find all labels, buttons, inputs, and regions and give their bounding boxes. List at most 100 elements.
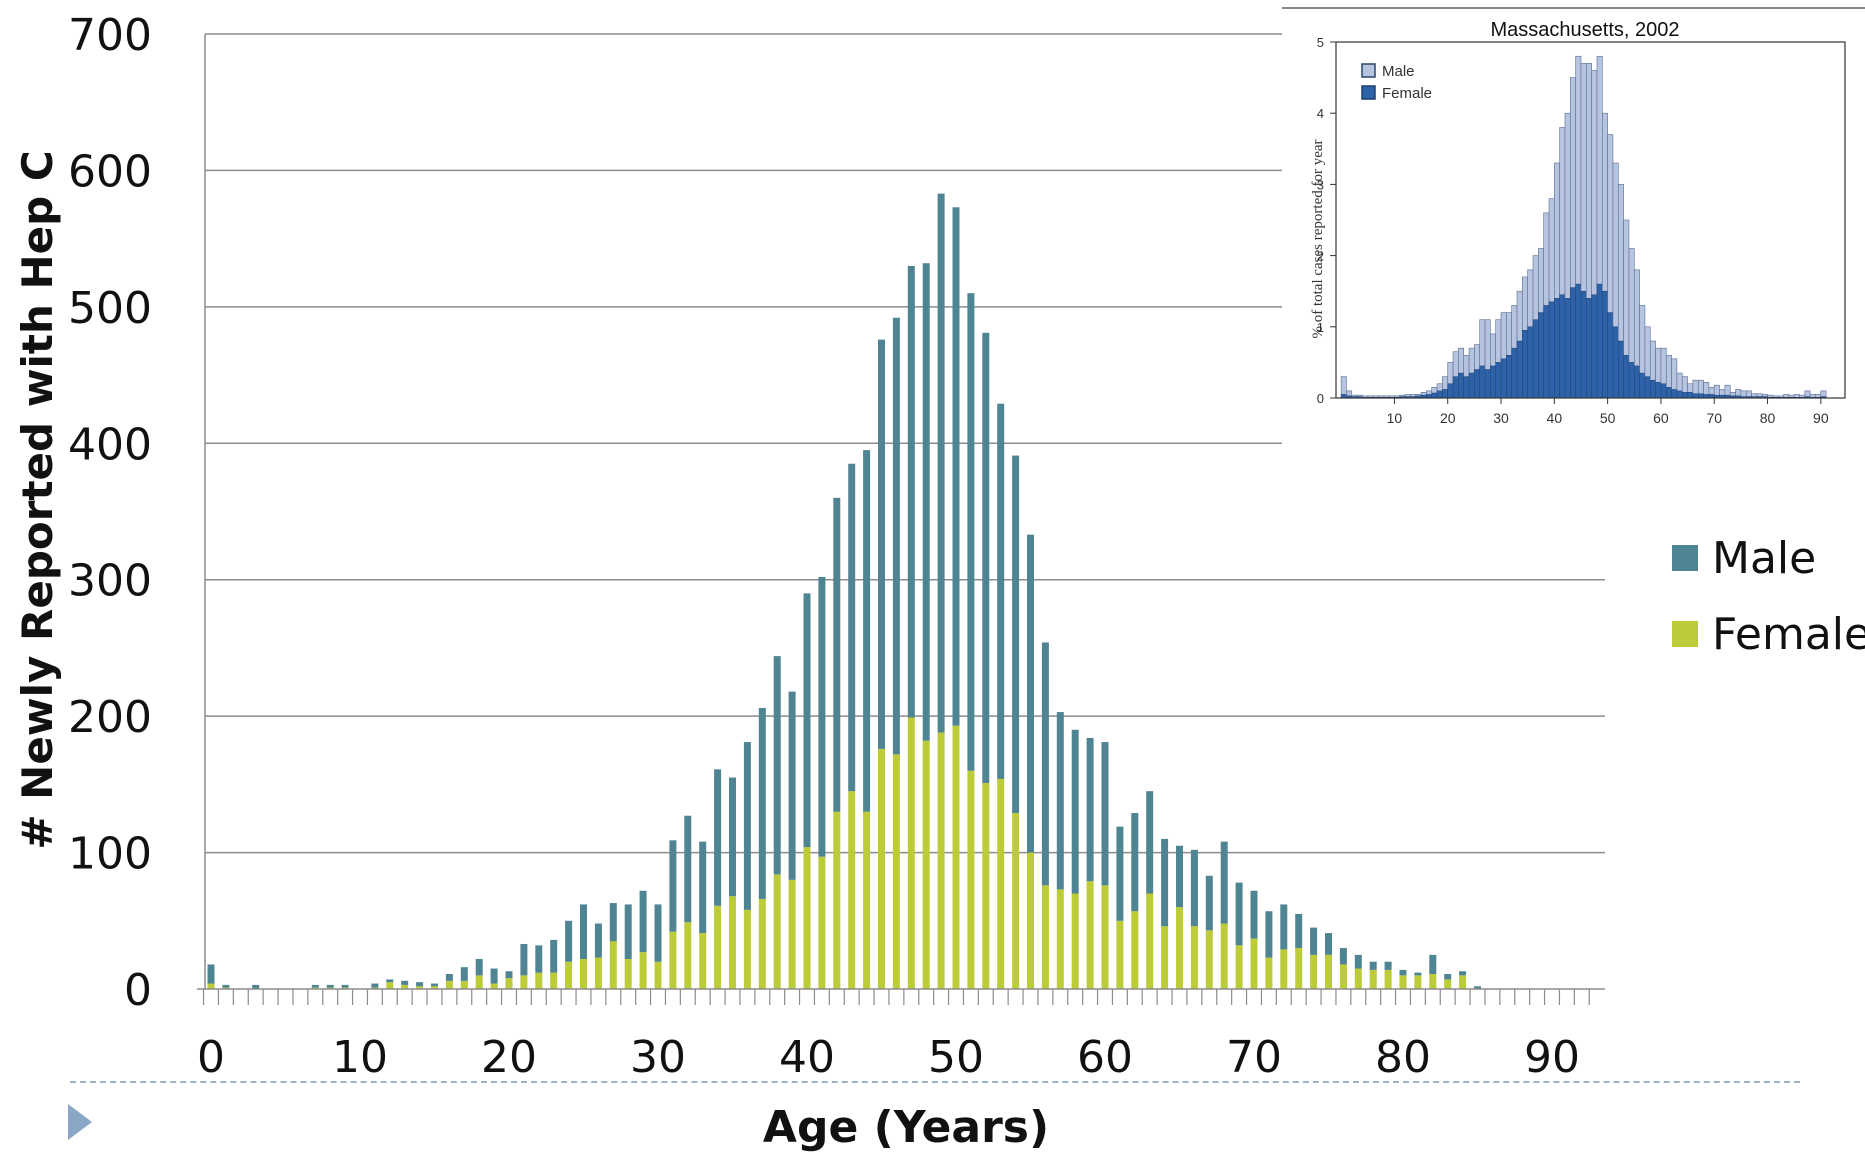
main-bars (207, 193, 1481, 989)
inset-bar-female-age-22 (1452, 376, 1459, 399)
bar-male-age-41 (818, 576, 826, 857)
inset-bar-female-age-33 (1511, 347, 1518, 399)
inset-legend-swatch-female (1361, 85, 1376, 100)
inset-x-tick-label: 10 (1387, 410, 1403, 426)
bar-male-age-26 (594, 923, 602, 958)
bar-male-age-22 (535, 945, 543, 973)
main-y-axis-title: # Newly Reported with Hep C (13, 150, 62, 849)
bar-male-age-66 (1190, 849, 1198, 927)
bar-male-age-63 (1146, 791, 1154, 894)
bar-female-age-28 (624, 958, 632, 989)
bar-male-age-21 (520, 943, 528, 976)
inset-bar-female-age-67 (1692, 393, 1699, 399)
bar-male-age-59 (1086, 737, 1094, 882)
inset-bar-female-age-43 (1564, 298, 1571, 399)
bar-male-age-44 (863, 450, 871, 812)
bar-female-age-71 (1265, 957, 1273, 989)
inset-bar-female-age-66 (1687, 392, 1694, 399)
bar-male-age-25 (580, 904, 587, 959)
bar-female-age-13 (401, 984, 409, 989)
bar-female-age-48 (922, 740, 930, 989)
inset-bar-female-age-38 (1538, 312, 1544, 399)
bar-male-age-80 (1399, 969, 1407, 976)
inset-bars (1340, 55, 1827, 399)
main-x-tick-label: 70 (1226, 1032, 1282, 1083)
inset-x-tick-label: 50 (1600, 410, 1616, 426)
inset-y-axis-title: % of total cases reported for year (1310, 139, 1326, 338)
bar-female-age-57 (1056, 889, 1064, 989)
inset-x-tick-label: 80 (1760, 410, 1776, 426)
inset-bar-female-age-30 (1495, 362, 1502, 399)
bar-male-age-64 (1161, 838, 1169, 927)
bar-female-age-43 (848, 791, 856, 989)
inset-bar-female-age-27 (1479, 365, 1486, 399)
bar-female-age-58 (1071, 893, 1079, 989)
bar-male-age-69 (1235, 882, 1243, 946)
bar-female-age-27 (609, 941, 617, 989)
main-y-tick-label: 300 (68, 556, 152, 607)
bar-female-age-83 (1444, 979, 1452, 989)
bar-male-age-56 (1041, 642, 1049, 886)
bar-female-age-62 (1131, 911, 1139, 989)
main-y-tick-label: 400 (68, 419, 152, 470)
main-x-tick-label: 10 (332, 1032, 388, 1083)
inset-bar-female-age-23 (1458, 372, 1464, 399)
bar-female-age-17 (460, 980, 468, 989)
bar-male-age-24 (565, 920, 573, 962)
inset-bar-female-age-61 (1660, 383, 1667, 399)
bar-female-age-67 (1205, 930, 1213, 989)
bar-male-age-78 (1369, 961, 1377, 970)
bar-female-age-39 (788, 879, 796, 989)
inset-x-tick-label: 70 (1706, 410, 1722, 426)
bar-male-age-49 (937, 193, 945, 733)
bar-female-age-75 (1325, 954, 1332, 989)
bar-male-age-84 (1459, 971, 1467, 976)
inset-bar-female-age-44 (1570, 287, 1576, 399)
inset-bar-female-age-19 (1436, 390, 1443, 399)
inset-x-tick-label: 20 (1440, 410, 1456, 426)
inset-bar-female-age-25 (1468, 372, 1475, 399)
bar-male-age-12 (386, 979, 394, 983)
bar-female-age-38 (773, 874, 781, 989)
bar-male-age-20 (505, 971, 513, 979)
inset-bar-female-age-36 (1527, 326, 1534, 399)
bar-male-age-85 (1474, 986, 1481, 989)
inset-bar-female-age-21 (1447, 383, 1454, 399)
main-x-tick-label: 60 (1077, 1032, 1133, 1083)
inset-bar-female-age-52 (1612, 326, 1619, 399)
bar-male-age-71 (1265, 911, 1273, 958)
bar-male-age-18 (475, 958, 483, 976)
inset-bar-female-age-28 (1484, 369, 1491, 399)
slide-bullet-arrow-icon (68, 1104, 92, 1140)
inset-legend-label-male: Male (1382, 63, 1415, 80)
bar-female-age-50 (952, 725, 960, 989)
bar-male-age-19 (490, 968, 498, 984)
bar-male-age-55 (1027, 534, 1034, 853)
main-x-tick-label: 0 (197, 1032, 225, 1083)
inset-y-tick-label: 4 (1317, 106, 1324, 121)
inset-bar-female-age-34 (1516, 340, 1523, 399)
inset-bar-female-age-59 (1650, 379, 1656, 399)
bar-male-age-15 (431, 983, 438, 987)
slide-divider (70, 1081, 1800, 1083)
bar-male-age-45 (878, 339, 885, 749)
bar-male-age-51 (967, 293, 975, 771)
inset-bar-female-age-46 (1580, 290, 1587, 399)
inset-bar-female-age-37 (1532, 319, 1539, 399)
bar-female-age-69 (1235, 945, 1243, 989)
bar-female-age-70 (1250, 938, 1258, 989)
bar-female-age-78 (1369, 969, 1377, 989)
inset-bar-female-age-57 (1639, 372, 1646, 399)
main-x-tick-label: 40 (779, 1032, 835, 1083)
inset-bar-female-age-20 (1442, 389, 1448, 399)
inset-bar-female-age-26 (1474, 369, 1480, 399)
bar-female-age-31 (669, 931, 677, 989)
main-y-tick-label: 0 (124, 965, 152, 1016)
bar-female-age-25 (580, 958, 587, 989)
bar-male-age-30 (654, 904, 662, 962)
bar-female-age-66 (1190, 926, 1198, 989)
bar-female-age-0 (207, 983, 215, 989)
bar-female-age-64 (1161, 926, 1169, 989)
bar-female-age-12 (386, 982, 394, 989)
